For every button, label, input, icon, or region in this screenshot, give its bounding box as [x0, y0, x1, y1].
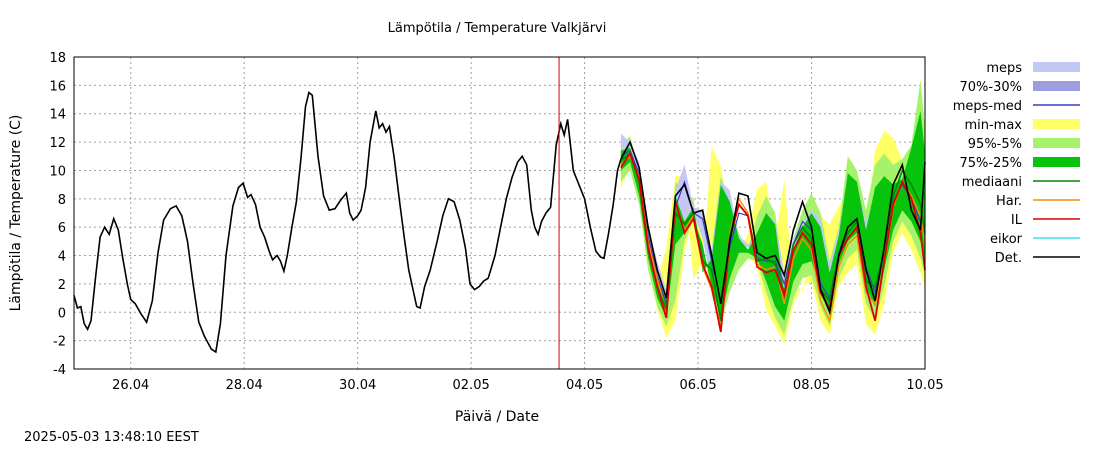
x-tick-label: 02.05	[453, 378, 490, 393]
y-tick-label: 16	[49, 79, 66, 94]
plot-frame	[73, 56, 926, 370]
y-axis-title: Lämpötila / Temperature (C)	[8, 115, 24, 312]
chart-title: Lämpötila / Temperature Valkjärvi	[388, 21, 607, 36]
x-axis-title: Päivä / Date	[455, 409, 539, 425]
legend-label-il: IL	[1011, 213, 1023, 228]
legend-label-det: Det.	[995, 251, 1022, 266]
legend-swatch-p95-5	[1033, 138, 1080, 148]
x-tick-label: 04.05	[566, 378, 603, 393]
x-tick-labels: 26.04 28.04 30.04 02.05 04.05 06.05 08.05 10.05	[112, 378, 943, 393]
det-line	[620, 140, 926, 316]
y-tick-label: 14	[49, 108, 66, 123]
timestamp: 2025-05-03 13:48:10 EEST	[24, 430, 199, 445]
y-tick-label: -4	[53, 363, 66, 378]
y-tick-label: 2	[58, 278, 66, 293]
legend-label-eikor: eikor	[990, 232, 1023, 247]
il-line	[620, 151, 926, 333]
y-tick-label: 6	[58, 221, 66, 236]
x-tick-label: 08.05	[793, 378, 830, 393]
x-tick-label: 06.05	[679, 378, 716, 393]
legend-swatch-p70-30	[1033, 81, 1080, 91]
legend-label-p95-5: 95%-5%	[968, 137, 1022, 152]
forecast-bands	[620, 79, 925, 344]
y-tick-label: 8	[58, 193, 66, 208]
p75-25-band	[620, 110, 925, 321]
y-tick-label: -2	[53, 335, 66, 350]
legend-swatch-min-max	[1033, 119, 1080, 129]
x-tick-label: 10.05	[906, 378, 943, 393]
legend-label-meps: meps	[986, 61, 1022, 76]
y-tick-label: 10	[49, 164, 66, 179]
y-tick-label: 0	[58, 306, 66, 321]
x-tick-label: 28.04	[226, 378, 263, 393]
x-tick-label: 26.04	[112, 378, 149, 393]
legend: meps 70%-30% meps-med min-max 95%-5% 75%-25% m…	[953, 61, 1080, 266]
legend-label-median: mediaani	[962, 175, 1022, 190]
legend-label-p70-30: 70%-30%	[960, 80, 1022, 95]
chart-lines	[73, 57, 926, 369]
y-tick-label: 4	[58, 250, 66, 265]
y-tick-label: 18	[49, 51, 66, 66]
legend-label-har: Har.	[996, 194, 1022, 209]
y-tick-labels: -4 -2 0 2 4 6 8 10 12 14 16 18	[49, 51, 66, 378]
y-tick-label: 12	[49, 136, 66, 151]
legend-label-min-max: min-max	[964, 118, 1022, 133]
legend-swatch-p75-25	[1033, 157, 1080, 167]
grid	[74, 57, 925, 369]
legend-label-meps-med: meps-med	[953, 99, 1022, 114]
observed-line	[73, 91, 622, 354]
legend-swatch-meps	[1033, 62, 1080, 72]
x-tick-label: 30.04	[339, 378, 376, 393]
legend-label-p75-25: 75%-25%	[960, 156, 1022, 171]
